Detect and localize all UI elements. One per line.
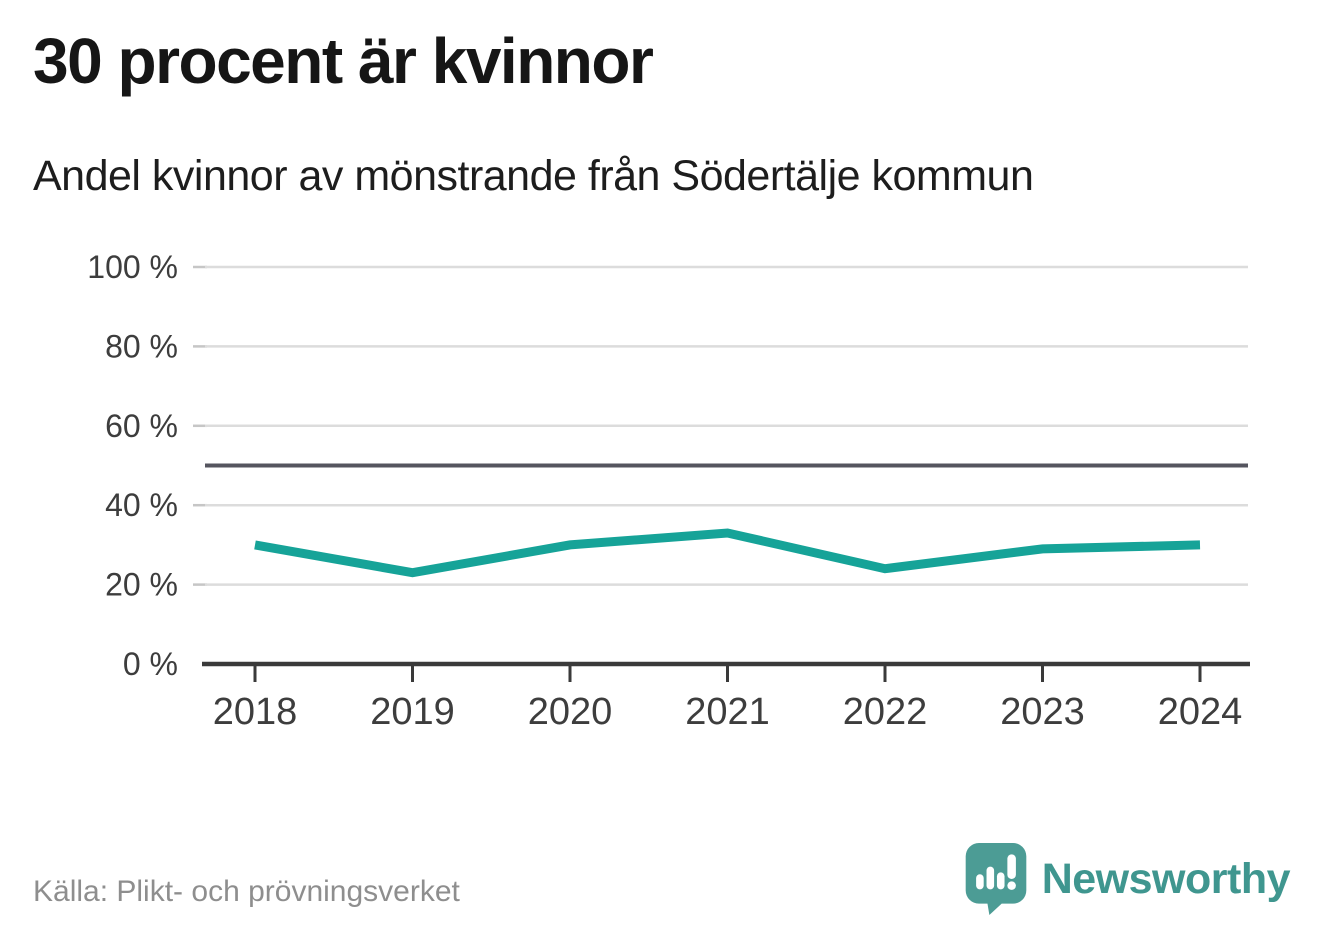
y-tick-label: 40 %	[105, 487, 178, 523]
chart-title: 30 procent är kvinnor	[33, 25, 654, 97]
logo-bar-tall	[986, 866, 994, 890]
source-note: Källa: Plikt- och prövningsverket	[33, 875, 460, 908]
x-tick-label: 2022	[843, 691, 928, 733]
brand-lockup: Newsworthy	[965, 843, 1291, 915]
x-tick-label: 2020	[528, 691, 613, 733]
logo-exclamation-dot	[1007, 881, 1016, 890]
speech-bubble-shape	[965, 843, 1027, 915]
x-tick-label: 2024	[1158, 691, 1243, 733]
y-tick-label: 60 %	[105, 408, 178, 444]
chart-subtitle: Andel kvinnor av mönstrande från Södertä…	[33, 152, 1034, 200]
x-tick-label: 2021	[685, 691, 770, 733]
y-tick-label: 100 %	[87, 249, 178, 285]
y-tick-label: 20 %	[105, 567, 178, 603]
data-line-andel-kvinnor-av-mönstrande	[254, 528, 1201, 578]
newsworthy-logo-icon	[965, 843, 1027, 915]
x-tick-label: 2019	[370, 691, 455, 733]
logo-bar-small	[975, 874, 984, 890]
logo-bar-medium	[996, 872, 1005, 890]
y-tick-label: 80 %	[105, 328, 178, 364]
x-tick-label: 2023	[1000, 691, 1085, 733]
brand-name: Newsworthy	[1041, 854, 1291, 903]
x-tick-label: 2018	[213, 691, 298, 733]
y-tick-label: 0 %	[123, 646, 178, 682]
logo-exclamation-bar	[1007, 854, 1016, 879]
